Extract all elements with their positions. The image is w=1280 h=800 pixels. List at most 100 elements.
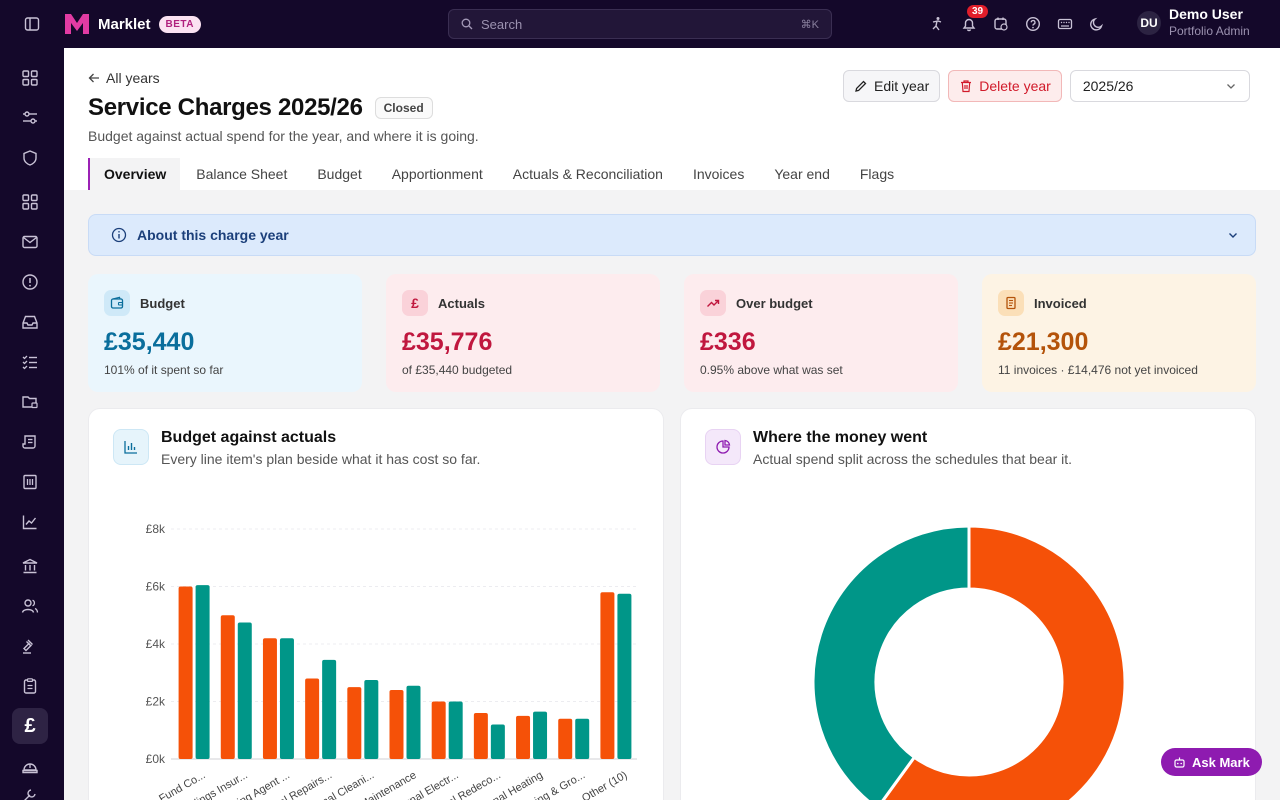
bank-icon [22,558,38,574]
pie-slice [881,524,1127,800]
pie-chart-icon [705,429,741,465]
edit-year-button[interactable]: Edit year [843,70,941,102]
sidebar-item-reports[interactable] [12,504,48,540]
delete-year-button[interactable]: Delete year [948,70,1062,102]
inbox-icon [22,315,38,329]
bar [448,701,463,759]
tab-budget[interactable]: Budget [317,166,362,182]
card-title: Where the money went [753,429,928,446]
tab-year-end[interactable]: Year end [774,166,830,182]
shield-icon [23,150,37,166]
sidebar-item-legal[interactable] [12,628,48,664]
search-shortcut: ⌘K [800,18,819,31]
y-tick-label: £6k [146,580,166,594]
sidebar-item-tools[interactable] [12,786,48,800]
sidebar-item-bank[interactable] [12,548,48,584]
back-link-label: All years [106,70,160,86]
user-menu[interactable]: DU Demo User Portfolio Admin [1137,6,1250,39]
bar [364,679,379,759]
sidebar-item-clipboard[interactable] [12,668,48,704]
arrow-left-icon [88,73,99,83]
bar [322,659,337,759]
sidebar-item-filters[interactable] [12,100,48,136]
header-actions: Edit year Delete year 2025/26 [843,70,1250,102]
card-title: Budget against actuals [161,429,337,446]
bar [220,615,235,759]
toolbar-icons: 39 [928,0,1106,48]
grid-icon [22,194,38,210]
notification-count: 39 [967,5,989,18]
page-title: Service Charges 2025/26 [88,94,363,121]
mail-icon [22,235,38,249]
chevron-down-icon [1226,84,1235,89]
y-tick-label: £4k [146,637,166,651]
sidebar-item-people[interactable] [12,588,48,624]
sidebar-item-dashboard[interactable] [12,60,48,96]
brand[interactable]: Marklet BETA [64,12,202,36]
bar [237,622,252,759]
pound-icon: £ [402,290,428,316]
kpi-budget: Budget £35,440 101% of it spent so far [88,274,362,392]
bar [305,678,320,759]
bar [558,718,573,759]
robot-icon [1174,757,1185,768]
user-name: Demo User [1169,6,1243,22]
tab-actuals-reconciliation[interactable]: Actuals & Reconciliation [512,166,663,182]
sidebar-item-tasks[interactable] [12,344,48,380]
tab-overview[interactable]: Overview [88,158,181,190]
bar [195,585,210,759]
delete-year-label: Delete year [979,78,1051,94]
trend-up-icon [700,290,726,316]
about-charge-year-panel[interactable]: About this charge year [88,214,1256,256]
alert-circle-icon [22,274,38,290]
sidebar-item-shield[interactable] [12,140,48,176]
kpi-value: £336 [700,328,756,356]
back-link[interactable]: All years [88,70,160,86]
budget-vs-actuals-chart: £0k£2k£4k£6k£8k...ve Fund Co......ldings… [136,522,637,800]
beta-badge: BETA [158,15,202,33]
accessibility-icon[interactable] [928,15,946,33]
app-name: Marklet [98,15,151,33]
ask-mark-button[interactable]: Ask Mark [1161,748,1262,776]
sidebar-item-maintenance[interactable] [12,748,48,784]
search-box[interactable]: ⌘K [448,9,832,39]
sidebar-toggle-button[interactable] [0,0,64,48]
sidebar-item-service-charges[interactable]: £ [12,708,48,744]
where-money-went-chart [811,524,1127,800]
chevron-down-icon [1229,233,1237,238]
moon-icon[interactable] [1088,15,1106,33]
sidebar-item-alerts[interactable] [12,264,48,300]
pencil-icon [855,80,867,92]
bar [279,638,294,759]
pie-slice [811,524,971,800]
clipboard-icon [23,678,37,694]
trash-icon [961,80,972,93]
tab-apportionment[interactable]: Apportionment [391,166,483,182]
bar [406,685,421,759]
sidebar-item-documents[interactable] [12,424,48,460]
sidebar-item-apps[interactable] [12,184,48,220]
y-tick-label: £8k [146,522,166,536]
pound-icon: £ [24,714,36,737]
kpi-value: £35,776 [402,328,493,356]
sidebar-item-mail[interactable] [12,224,48,260]
sliders-icon [23,111,37,124]
kpi-value: £21,300 [998,328,1089,356]
marklet-logo-icon [65,14,89,34]
tab-flags[interactable]: Flags [859,166,895,182]
sidebar-item-inbox[interactable] [12,304,48,340]
bar [178,586,193,759]
page-subtitle: Budget against actual spend for the year… [88,128,479,144]
sidebar-item-buildings[interactable] [12,464,48,500]
notifications-button[interactable]: 39 [960,5,989,33]
sidebar: £ [0,48,64,800]
help-icon[interactable] [1024,15,1042,33]
keyboard-icon[interactable] [1056,15,1074,33]
wallet-icon [104,290,130,316]
tab-invoices[interactable]: Invoices [692,166,745,182]
calendar-clock-icon[interactable] [992,15,1010,33]
year-select[interactable]: 2025/26 [1069,70,1250,102]
sidebar-item-folders[interactable] [12,384,48,420]
search-input[interactable] [481,16,793,32]
tab-balance-sheet[interactable]: Balance Sheet [196,166,288,182]
